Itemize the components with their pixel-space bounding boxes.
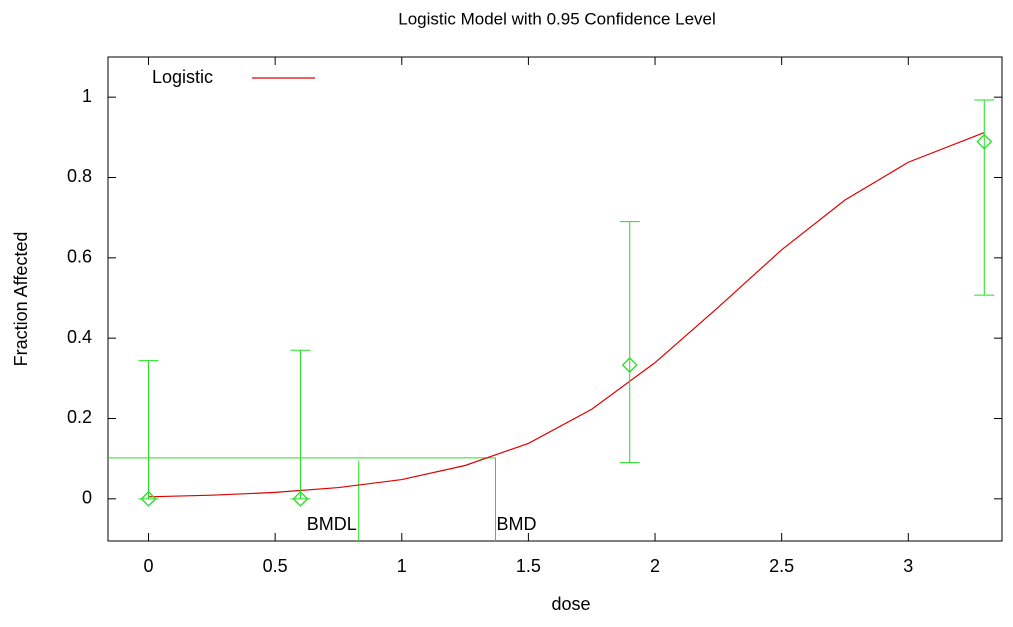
bmdl-label: BMDL: [307, 514, 357, 534]
x-tick-label: 2.5: [769, 556, 794, 576]
y-tick-label: 0.8: [67, 166, 92, 186]
data-point: [292, 490, 309, 507]
model-curve: [148, 131, 985, 498]
x-tick-label: 2: [650, 556, 660, 576]
x-tick-label: 0.5: [263, 556, 288, 576]
data-point: [621, 357, 638, 373]
y-tick-label: 0: [82, 488, 92, 508]
y-tick-label: 0.6: [67, 247, 92, 267]
x-axis-label: dose: [551, 594, 590, 614]
bmd-label: BMD: [496, 514, 536, 534]
x-tick-label: 1: [397, 556, 407, 576]
data-point: [140, 490, 157, 507]
y-tick-label: 0.4: [67, 327, 92, 347]
legend-label: Logistic: [152, 67, 213, 87]
chart-title: Logistic Model with 0.95 Confidence Leve…: [398, 9, 716, 28]
plot-frame: [107, 56, 1003, 542]
y-tick-label: 0.2: [67, 407, 92, 427]
x-tick-label: 3: [903, 556, 913, 576]
y-tick-label: 1: [82, 86, 92, 106]
data-point: [976, 133, 993, 150]
x-tick-label: 0: [144, 556, 154, 576]
x-tick-label: 1.5: [516, 556, 541, 576]
y-axis-label: Fraction Affected: [11, 232, 31, 367]
